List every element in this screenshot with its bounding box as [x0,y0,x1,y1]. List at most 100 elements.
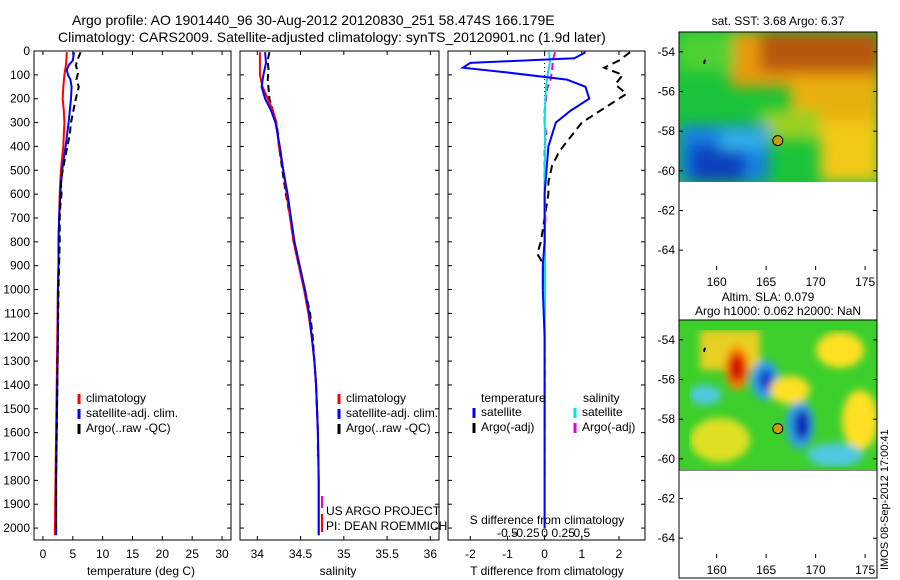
sal-series-1 [260,52,320,536]
sla-map-title-2: Argo h1000: 0.062 h2000: NaN [695,304,861,318]
sal-axis-label: salinity [320,564,357,578]
s-diff-tick-label: 0.25 [552,526,576,540]
annotation-project: US ARGO PROJECT [326,504,441,518]
depth-tick-label: 1900 [3,497,30,511]
depth-tick-label: 1600 [3,426,30,440]
depth-tick-label: 2000 [3,521,30,535]
diff-tick-label: 2 [616,547,623,561]
depth-tick-label: 900 [10,259,30,273]
temp-tick-label: 5 [69,547,76,561]
s-diff-tick-label: -0.25 [512,526,540,540]
diff-tick-label: -2 [465,547,476,561]
diff-legend-label: satellite [481,405,522,419]
temp-series-2 [55,51,82,529]
diff-series-1 [536,51,631,433]
sal-legend-label: Argo(..raw -QC) [346,421,431,435]
map-ytick-label: -64 [658,531,676,545]
temp-tick-label: 0 [40,547,47,561]
salinity-panel: 34 34.5 35 35.5 36 salinity climatologysatelli… [239,50,447,578]
island-mark [703,59,706,64]
temp-tick-label: 15 [126,547,140,561]
diff-tick-label: -1 [502,547,513,561]
panel-diff-frame [447,50,646,541]
depth-tick-label: 1500 [3,402,30,416]
depth-tick-label: 200 [10,92,30,106]
diff-series-3 [543,51,556,481]
map-xtick-label: 160 [707,275,727,289]
diff-legend-label: Argo(-adj) [481,420,534,434]
depth-tick-label: 300 [10,116,30,130]
depth-tick-label: 1300 [3,354,30,368]
sal-legend-label: satellite-adj. clim. [346,406,438,420]
map-xtick-label: 175 [855,275,875,289]
sal-series-2 [266,51,319,457]
sal-legend-label: climatology [346,391,406,405]
depth-tick-label: 500 [10,163,30,177]
depth-tick-label: 1100 [4,306,30,320]
map-ytick-label: -58 [658,412,676,426]
diff-legend-title-temperature: temperature [481,391,546,405]
depth-tick-label: 600 [10,187,30,201]
depth-tick-label: 800 [10,235,30,249]
temp-tick-label: 20 [156,547,170,561]
header-line-1: Argo profile: AO 1901440_96 30-Aug-2012 … [72,12,555,28]
temperature-panel: 0 100 200 300 400 500 600 700 800 900 1000 1100 1200… [3,44,232,578]
map-ytick-label: -64 [658,243,676,257]
temp-axis-label: temperature (deg C) [87,564,195,578]
annotation-pi: PI: DEAN ROEMMICH [326,519,447,533]
map-ytick-label: -62 [658,492,676,506]
depth-tick-label: 1700 [3,450,30,464]
sst-field [679,32,877,182]
temp-tick-label: 10 [96,547,110,561]
s-diff-tick-label: 0.5 [573,526,590,540]
s-diff-axis-label: S difference from climatology [470,513,625,527]
map-ytick-label: -54 [658,333,676,347]
sal-series-0 [258,52,320,536]
difference-panel: -2 -1 0 1 2 -0.5-0.25 0 0.250.5S difference fro… [447,50,646,578]
temp-tick-label: 30 [215,547,229,561]
sla-field [679,320,877,470]
sst-map-title: sat. SST: 3.68 Argo: 6.37 [712,14,845,28]
map-ytick-label: -60 [658,452,676,466]
map-ytick-label: -54 [658,45,676,59]
depth-tick-label: 1200 [3,330,30,344]
diff-series-0 [459,51,591,529]
diff-tick-label: 0 [541,547,548,561]
t-diff-axis-label: T difference from climatology [470,564,624,578]
diff-tick-label: 1 [578,547,585,561]
diff-legend-label: Argo(-adj) [582,420,635,434]
sla-map: Altim. SLA: 0.079 Argo h1000: 0.062 h200… [658,290,878,579]
sal-tick-label: 34.5 [289,547,313,561]
sla-float-marker [772,423,784,435]
sal-tick-label: 36 [424,547,438,561]
sal-tick-label: 34 [251,547,265,561]
map-xtick-label: 170 [806,275,826,289]
panel-salinity-frame [239,50,440,541]
sst-float-marker [772,135,784,147]
s-diff-tick-label: 0 [541,526,548,540]
sla-map-title-1: Altim. SLA: 0.079 [722,290,815,304]
map-ytick-label: -60 [658,164,676,178]
sal-tick-label: 35 [337,547,351,561]
map-xtick-label: 165 [756,275,776,289]
sst-map: sat. SST: 3.68 Argo: 6.37 -54 -56 -58 -60 -6… [658,14,878,471]
depth-tick-label: 1800 [3,473,30,487]
s-diff-tick-label: -0.5 [497,526,518,540]
map-ytick-label: -56 [658,85,676,99]
depth-tick-label: 100 [10,68,30,82]
depth-tick-label: 700 [10,211,30,225]
temp-legend-label: satellite-adj. clim. [86,406,178,420]
map-xtick-label: 170 [806,563,826,577]
depth-tick-label: 1000 [3,283,30,297]
map-xtick-label: 165 [756,563,776,577]
depth-tick-label: 400 [10,139,30,153]
header-line-2: Climatology: CARS2009. Satellite-adjuste… [58,29,606,45]
temp-legend-label: climatology [86,391,146,405]
sal-tick-label: 35.5 [375,547,399,561]
map-xtick-label: 160 [707,563,727,577]
imos-stamp: IMOS 08-Sep-2012 17:00:41 [879,429,891,570]
map-ytick-label: -62 [658,204,676,218]
temp-legend-label: Argo(..raw -QC) [86,421,171,435]
island-mark [703,347,706,352]
